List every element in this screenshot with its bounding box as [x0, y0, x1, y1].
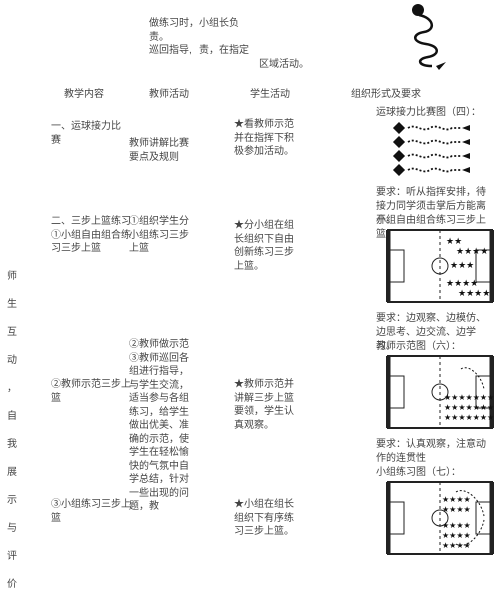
svg-text:★★★★: ★★★★	[442, 521, 471, 530]
top-line1: 做练习时，小组长负责。	[149, 17, 249, 44]
diagram-court-demo: ★★★★★★★ ★★★★★★★ ★★★★★★★	[386, 354, 494, 432]
svg-text:★★★★: ★★★★	[442, 531, 471, 540]
row4-col3: ★小组在组长组织下有序练习三步上篮。	[234, 498, 296, 539]
vchar: ，	[7, 382, 17, 396]
diagram-relay	[386, 120, 494, 182]
vchar: 评	[7, 550, 17, 564]
caption-d3: 教师示范图（六）：	[376, 340, 494, 354]
caption-d4: 小组练习图（七）：	[376, 466, 494, 480]
row3-col2: ②教师做示范 ③教师巡回各组进行指导，与学生交流，适当参与各组练习，给学生做出优…	[129, 338, 191, 514]
caption-d1: 运球接力比赛图（四）：	[376, 106, 494, 120]
vchar: 示	[7, 494, 17, 508]
svg-text:★★★★: ★★★★	[442, 505, 471, 514]
row3-col3: ★教师示范并讲解三步上篮要领，学生认真观察。	[234, 378, 296, 432]
vertical-section-label: 师 生 互 动 ， 自 我 展 示 与 评 价	[0, 0, 24, 566]
row1-col2: 教师讲解比赛要点及规则	[129, 137, 191, 164]
svg-text:★★: ★★	[446, 236, 462, 246]
vchar: 师	[7, 270, 17, 284]
vchar: 自	[7, 410, 17, 424]
top-line2b: 责，在指定	[199, 44, 259, 58]
svg-text:★★★★: ★★★★	[456, 246, 488, 256]
svg-text:★★★: ★★★	[450, 260, 474, 270]
row2-col1: 二、三步上篮练习 ①小组自由组合练习三步上篮	[51, 215, 139, 256]
header-col1: 教学内容	[64, 88, 104, 102]
header-col3: 学生活动	[250, 88, 290, 102]
vchar: 展	[7, 466, 17, 480]
caption-r3: 要求：认真观察，注意动作的连贯性	[376, 438, 494, 466]
diagram-court-groups: ★★ ★★★★ ★★★ ★★★★ ★★★★	[386, 228, 494, 306]
svg-text:★★★★★★★: ★★★★★★★	[444, 393, 494, 402]
svg-text:★★★★★★★: ★★★★★★★	[444, 413, 494, 422]
diagram-ball-spiral	[386, 0, 494, 70]
svg-text:★★★★★★★: ★★★★★★★	[444, 403, 494, 412]
header-col4: 组织形式及要求	[351, 88, 421, 102]
svg-text:★★★★: ★★★★	[442, 541, 471, 550]
vchar: 与	[7, 522, 17, 536]
vchar: 生	[7, 298, 17, 312]
vchar: 动	[7, 354, 17, 368]
top-line2a: 巡回指导,	[149, 44, 199, 58]
header-col2: 教师活动	[149, 88, 189, 102]
row3-col1: ②教师示范三步上篮	[51, 378, 139, 405]
main-table-area: 做练习时，小组长负责。 巡回指导, 责，在指定 区域活动。 教学内容 教师活动 …	[24, 0, 500, 566]
vchar: 价	[7, 578, 17, 592]
svg-text:★★★★: ★★★★	[446, 278, 478, 288]
row2-col2: ①组织学生分小组练习三步上篮	[129, 215, 191, 256]
row1-col3: ★看教师示范并在指挥下积极参加活动。	[234, 118, 296, 159]
vchar: 互	[7, 326, 17, 340]
diagram-court-practice: ★★★★ ★★★★ ★★★★ ★★★★ ★★★★	[386, 480, 494, 558]
svg-text:★★★★: ★★★★	[458, 288, 490, 298]
row1-col1: 一、运球接力比赛	[51, 120, 123, 147]
svg-text:★★★★: ★★★★	[442, 495, 471, 504]
vchar: 我	[7, 438, 17, 452]
row4-col1: ③小组练习三步上篮	[51, 498, 139, 525]
row2-col3: ★分小组在组长组织下自由创新练习三步上篮。	[234, 219, 296, 273]
top-line3: 区域活动。	[259, 58, 319, 72]
